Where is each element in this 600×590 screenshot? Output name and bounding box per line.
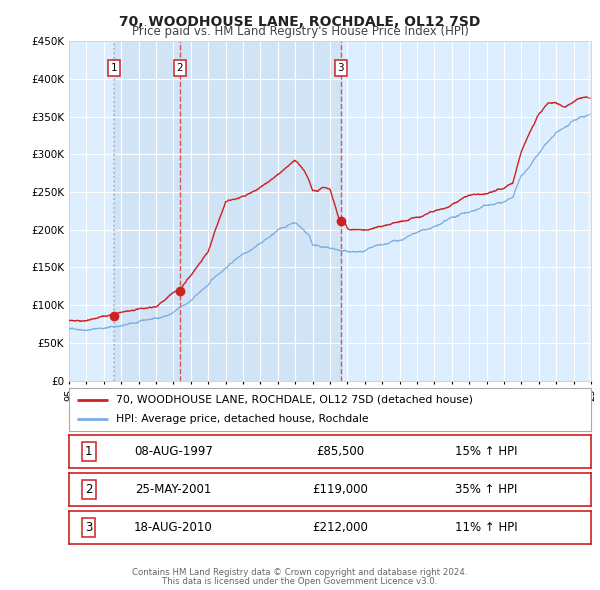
Text: 3: 3 <box>85 521 92 534</box>
Text: Price paid vs. HM Land Registry's House Price Index (HPI): Price paid vs. HM Land Registry's House … <box>131 25 469 38</box>
Text: 2: 2 <box>85 483 92 496</box>
Text: 35% ↑ HPI: 35% ↑ HPI <box>455 483 518 496</box>
Text: 18-AUG-2010: 18-AUG-2010 <box>134 521 213 534</box>
Text: £119,000: £119,000 <box>313 483 368 496</box>
Text: 11% ↑ HPI: 11% ↑ HPI <box>455 521 518 534</box>
Text: £85,500: £85,500 <box>316 445 365 458</box>
Text: 1: 1 <box>111 63 118 73</box>
Text: 3: 3 <box>338 63 344 73</box>
Text: 25-MAY-2001: 25-MAY-2001 <box>135 483 212 496</box>
Text: Contains HM Land Registry data © Crown copyright and database right 2024.: Contains HM Land Registry data © Crown c… <box>132 568 468 577</box>
Text: 70, WOODHOUSE LANE, ROCHDALE, OL12 7SD: 70, WOODHOUSE LANE, ROCHDALE, OL12 7SD <box>119 15 481 29</box>
Bar <box>588 41 591 381</box>
Text: This data is licensed under the Open Government Licence v3.0.: This data is licensed under the Open Gov… <box>163 577 437 586</box>
Text: 2: 2 <box>176 63 184 73</box>
Text: 1: 1 <box>85 445 92 458</box>
Text: HPI: Average price, detached house, Rochdale: HPI: Average price, detached house, Roch… <box>116 414 368 424</box>
Bar <box>180 41 341 381</box>
Text: 70, WOODHOUSE LANE, ROCHDALE, OL12 7SD (detached house): 70, WOODHOUSE LANE, ROCHDALE, OL12 7SD (… <box>116 395 473 405</box>
Text: £212,000: £212,000 <box>313 521 368 534</box>
Text: 08-AUG-1997: 08-AUG-1997 <box>134 445 213 458</box>
Text: 15% ↑ HPI: 15% ↑ HPI <box>455 445 518 458</box>
Bar <box>114 41 180 381</box>
